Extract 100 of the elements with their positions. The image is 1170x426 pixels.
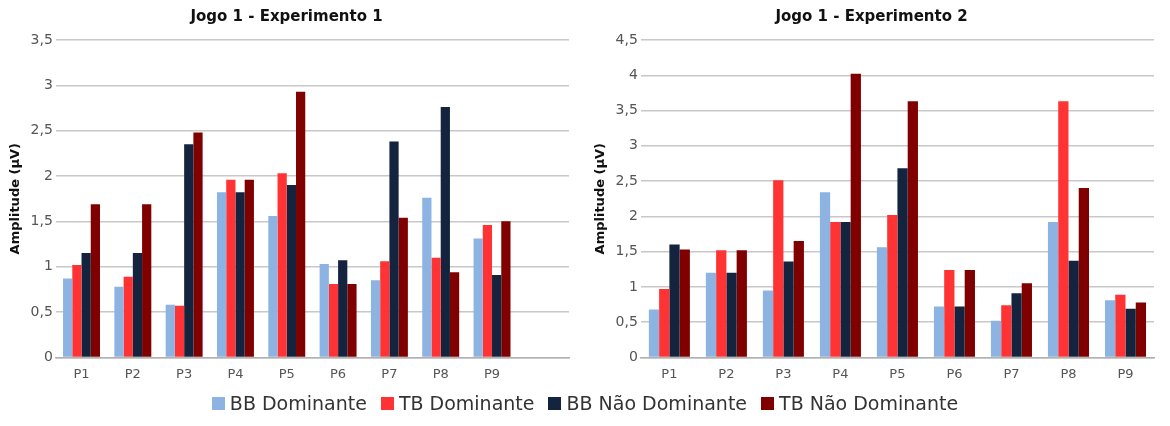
bar — [1001, 305, 1012, 357]
y-tick-label: 1 — [43, 257, 53, 274]
bar — [319, 263, 329, 357]
bar — [501, 221, 511, 357]
y-tick-label: 2 — [43, 166, 53, 183]
y-tick-label: 4 — [628, 65, 638, 82]
bar — [174, 305, 185, 357]
legend-label: TB Dominante — [398, 392, 535, 414]
bar — [659, 288, 670, 357]
bar — [165, 304, 175, 357]
x-tick-label: P3 — [775, 365, 792, 381]
bar — [648, 309, 660, 357]
bar — [1058, 101, 1069, 357]
bar — [887, 214, 898, 357]
bar — [1021, 283, 1032, 357]
x-tick-label: P9 — [1117, 365, 1134, 381]
legend-label: BB Não Dominante — [566, 392, 748, 414]
bar — [876, 247, 888, 357]
bar — [736, 250, 747, 357]
bar — [277, 173, 287, 357]
bar — [669, 244, 680, 357]
bar — [338, 260, 348, 357]
bar — [193, 132, 203, 357]
bar — [840, 221, 851, 357]
x-tick-label: P3 — [176, 365, 193, 381]
bar — [473, 238, 483, 357]
bar — [296, 91, 306, 357]
bar — [449, 272, 460, 357]
bar — [964, 269, 975, 357]
x-tick-label: P8 — [432, 365, 449, 381]
y-tick-label: 1,5 — [615, 242, 638, 259]
bar — [1068, 260, 1079, 357]
bar — [1011, 293, 1022, 357]
bar — [370, 280, 381, 357]
bar — [773, 180, 784, 357]
y-tick-label: 3,5 — [30, 30, 53, 47]
bar — [1047, 221, 1059, 357]
bar — [1135, 302, 1147, 357]
y-tick-label: 0 — [628, 348, 638, 365]
bar — [244, 179, 254, 357]
y-axis-title: Amplitude (µV) — [592, 142, 608, 255]
y-tick-label: 2,5 — [30, 121, 53, 138]
bar — [1078, 188, 1089, 357]
x-tick-label: P2 — [124, 365, 141, 381]
bar — [132, 253, 143, 357]
bar — [1104, 300, 1116, 357]
bar — [422, 197, 432, 357]
bar — [830, 221, 841, 357]
bar — [897, 168, 908, 357]
x-tick-label: P7 — [1003, 365, 1020, 381]
bar — [705, 272, 717, 357]
bar — [81, 253, 91, 357]
bar — [216, 192, 227, 357]
bar — [850, 73, 861, 357]
bar — [793, 241, 804, 357]
bar — [990, 320, 1002, 357]
bar — [1125, 308, 1136, 357]
bar — [72, 264, 82, 357]
bar — [380, 261, 390, 357]
bar — [431, 257, 441, 357]
y-tick-label: 2 — [628, 206, 638, 223]
x-tick-label: P4 — [832, 365, 849, 381]
bar — [933, 306, 945, 357]
bar — [347, 283, 357, 357]
bar — [398, 217, 408, 357]
bar — [440, 107, 450, 357]
y-tick-label: 2,5 — [615, 171, 638, 188]
y-axis-title: Amplitude (µV) — [7, 142, 23, 255]
bar — [954, 306, 965, 357]
bar — [142, 204, 152, 357]
bar — [726, 272, 737, 357]
bar — [944, 269, 955, 357]
bar — [286, 185, 297, 357]
bar — [389, 141, 399, 357]
bar — [679, 249, 690, 357]
bar — [235, 192, 245, 357]
y-tick-label: 3 — [43, 75, 53, 92]
y-tick-label: 0,5 — [615, 312, 638, 329]
x-tick-label: P6 — [330, 365, 347, 381]
x-tick-label: P5 — [889, 365, 906, 381]
bar — [123, 276, 133, 357]
bar — [783, 261, 794, 357]
y-tick-label: 3 — [628, 136, 638, 153]
x-tick-label: P1 — [661, 365, 678, 381]
chart-title: Jogo 1 - Experimento 2 — [774, 6, 968, 25]
y-tick-label: 0 — [43, 348, 53, 365]
y-tick-label: 3,5 — [615, 101, 638, 118]
y-tick-label: 4,5 — [615, 30, 638, 47]
bar — [226, 179, 236, 357]
chart-title: Jogo 1 - Experimento 1 — [189, 6, 383, 25]
legend-label: TB Não Dominante — [779, 392, 959, 414]
x-tick-label: P7 — [381, 365, 398, 381]
bar — [268, 215, 278, 357]
bar — [328, 283, 339, 357]
x-tick-label: P5 — [278, 365, 295, 381]
x-tick-label: P4 — [227, 365, 244, 381]
bar — [762, 290, 774, 357]
bar — [907, 101, 918, 357]
x-tick-label: P8 — [1060, 365, 1077, 381]
bar — [184, 144, 194, 357]
